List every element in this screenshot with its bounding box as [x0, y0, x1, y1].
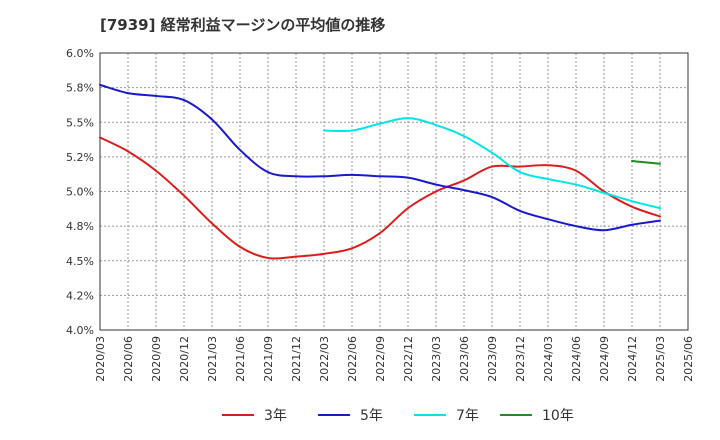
legend-swatch: [414, 414, 446, 416]
x-tick-label: 2024/06: [570, 336, 583, 382]
y-tick-label: 4.5%: [66, 255, 94, 268]
legend-swatch: [500, 414, 532, 416]
x-tick-label: 2021/06: [234, 336, 247, 382]
series-line-3: [631, 160, 661, 165]
legend-swatch: [318, 414, 350, 416]
x-tick-label: 2023/03: [430, 336, 443, 382]
legend-label: 3年: [264, 408, 287, 424]
x-tick-label: 2023/12: [514, 336, 527, 382]
series-line-1: [99, 83, 661, 232]
legend-label: 5年: [360, 408, 383, 424]
x-tick-label: 2022/06: [346, 336, 359, 382]
x-tick-label: 2022/09: [374, 336, 387, 382]
y-tick-label: 5.2%: [66, 151, 94, 164]
y-tick-label: 4.8%: [66, 220, 94, 233]
x-tick-label: 2025/06: [682, 336, 695, 382]
x-tick-label: 2024/12: [626, 336, 639, 382]
y-tick-label: 5.5%: [66, 116, 94, 129]
x-tick-label: 2021/12: [290, 336, 303, 382]
legend-item: 3年: [222, 403, 287, 427]
legend-label: 10年: [542, 408, 574, 424]
y-tick-label: 5.0%: [66, 186, 94, 199]
x-tick-label: 2023/09: [486, 336, 499, 382]
x-tick-label: 2024/03: [542, 336, 555, 382]
series-layer: [99, 83, 661, 260]
y-tick-label: 4.2%: [66, 289, 94, 302]
legend-label: 7年: [456, 408, 479, 424]
tick-layer: 4.0% 4.2% 4.5% 4.8% 5.0% 5.2% 5.5% 5.8% 6.0% 2020…: [66, 47, 695, 382]
y-tick-label: 4.0%: [66, 324, 94, 337]
x-tick-label: 2020/09: [150, 336, 163, 382]
legend: 3年 5年 7年 10年: [0, 403, 720, 427]
x-tick-label: 2024/09: [598, 336, 611, 382]
legend-item: 5年: [318, 403, 383, 427]
x-tick-label: 2022/03: [318, 336, 331, 382]
plot-frame: [99, 52, 689, 331]
legend-swatch: [222, 414, 254, 416]
x-tick-label: 2020/12: [178, 336, 191, 382]
x-tick-label: 2020/06: [122, 336, 135, 382]
axis-layer: [99, 52, 689, 331]
legend-item: 7年: [414, 403, 479, 427]
y-tick-label: 6.0%: [66, 47, 94, 60]
x-tick-label: 2020/03: [94, 336, 107, 382]
chart-title: [7939] 経常利益マージンの平均値の推移: [100, 16, 386, 34]
series-line-2: [323, 117, 661, 210]
legend-item: 10年: [500, 403, 574, 427]
x-tick-label: 2023/06: [458, 336, 471, 382]
x-tick-label: 2025/03: [654, 336, 667, 382]
x-tick-label: 2021/09: [262, 336, 275, 382]
x-tick-label: 2021/03: [206, 336, 219, 382]
x-tick-label: 2022/12: [402, 336, 415, 382]
series-line-0: [99, 136, 661, 260]
y-tick-label: 5.8%: [66, 82, 94, 95]
